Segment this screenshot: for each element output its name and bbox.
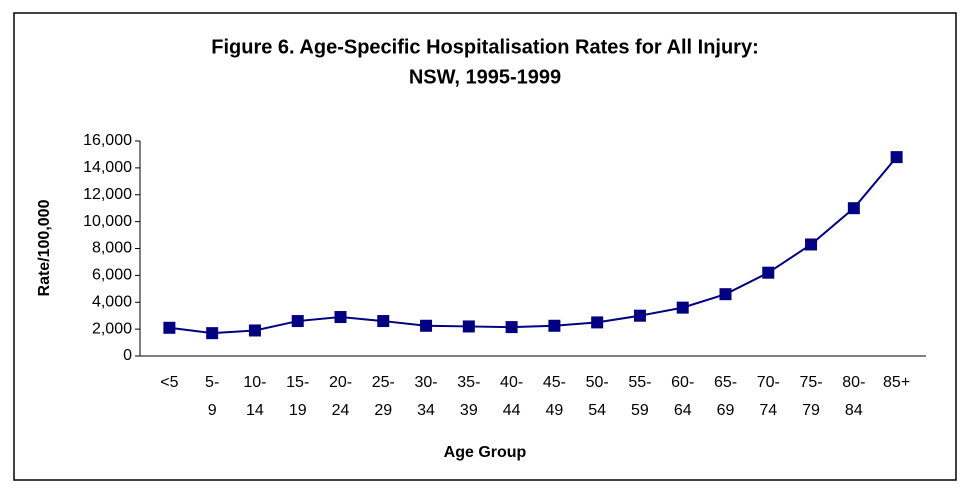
x-tick-label: 70-74 <box>757 374 780 419</box>
data-point <box>719 288 732 301</box>
data-point <box>847 202 860 215</box>
data-point <box>420 319 433 332</box>
x-axis-label: Age Group <box>444 444 527 461</box>
x-tick-label: 50-54 <box>586 374 609 419</box>
data-point <box>805 238 818 251</box>
y-tick-label: 12,000 <box>83 186 132 203</box>
data-point <box>163 321 176 334</box>
x-tick-label: 30-34 <box>414 374 437 419</box>
data-point <box>248 324 261 337</box>
y-tick-label: 4,000 <box>92 293 132 310</box>
x-tick-label: 10-14 <box>243 374 266 419</box>
x-tick-label: 60-64 <box>671 374 694 419</box>
y-tick-label: 0 <box>123 347 132 364</box>
x-tick-label: 55-59 <box>628 374 651 419</box>
x-tick-label: 25-29 <box>372 374 395 419</box>
chart-title: Figure 6. Age-Specific Hospitalisation R… <box>211 36 759 58</box>
x-tick-label: <5 <box>160 374 178 391</box>
x-tick-label: 40-44 <box>500 374 523 419</box>
x-tick-label: 80-84 <box>842 374 865 419</box>
data-point <box>676 301 689 314</box>
y-tick-label: 14,000 <box>83 159 132 176</box>
data-point <box>591 316 604 329</box>
data-point <box>548 319 561 332</box>
data-point <box>206 327 219 340</box>
x-tick-label: 75-79 <box>799 374 822 419</box>
y-tick-label: 2,000 <box>92 320 132 337</box>
data-point <box>890 151 903 164</box>
x-tick-label: 45-49 <box>543 374 566 419</box>
data-point <box>462 320 475 333</box>
x-tick-label: 15-19 <box>286 374 309 419</box>
y-tick-label: 6,000 <box>92 267 132 284</box>
x-tick-label: 65-69 <box>714 374 737 419</box>
data-point <box>291 315 304 328</box>
x-tick-label: 20-24 <box>329 374 352 419</box>
x-tick-label: 5-9 <box>205 374 219 419</box>
chart-border <box>13 12 957 481</box>
chart-subtitle: NSW, 1995-1999 <box>409 66 561 88</box>
y-tick-label: 8,000 <box>92 240 132 257</box>
x-tick-label: 85+ <box>883 374 910 391</box>
data-point <box>334 311 347 324</box>
y-tick-label: 16,000 <box>83 132 132 149</box>
data-point <box>377 315 390 328</box>
data-point <box>633 309 646 322</box>
y-tick-label: 10,000 <box>83 213 132 230</box>
data-point <box>505 321 518 334</box>
data-line <box>169 156 898 335</box>
y-axis-label: Rate/100,000 <box>36 199 53 296</box>
data-point <box>762 266 775 279</box>
x-tick-label: 35-39 <box>457 374 480 419</box>
